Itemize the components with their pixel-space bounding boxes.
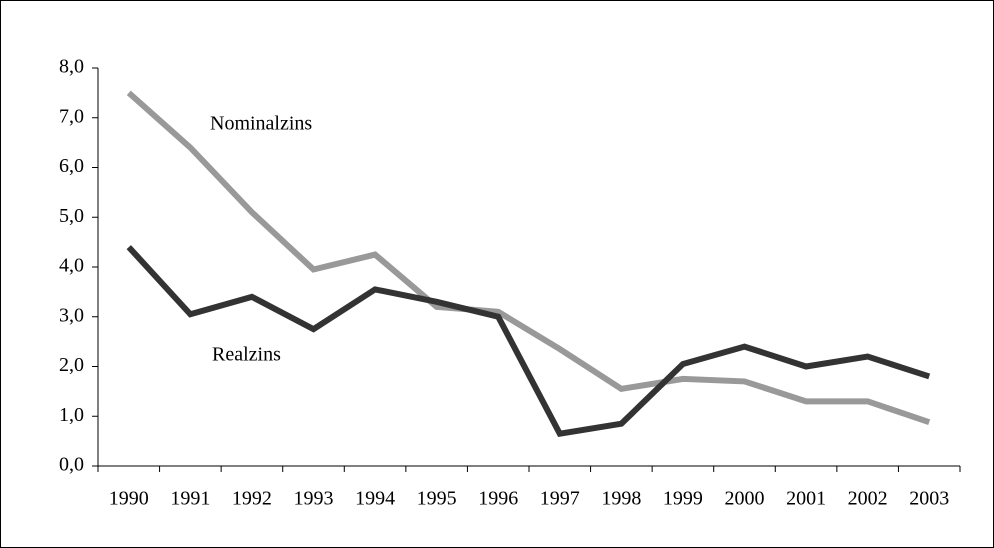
x-tick-label: 1990 xyxy=(109,488,149,510)
y-tick-label: 0,0 xyxy=(59,454,84,476)
x-tick-label: 2001 xyxy=(786,488,826,510)
x-tick-label: 1999 xyxy=(663,488,703,510)
x-tick-label: 1996 xyxy=(478,488,518,510)
y-tick-label: 8,0 xyxy=(59,56,84,78)
x-tick-label: 1997 xyxy=(540,488,580,510)
x-tick-label: 1994 xyxy=(355,488,395,510)
x-tick-label: 1998 xyxy=(601,488,641,510)
x-tick-label: 2000 xyxy=(725,488,765,510)
x-tick-label: 1992 xyxy=(232,488,272,510)
series-annotation: Realzins xyxy=(212,344,281,366)
x-tick-label: 1993 xyxy=(294,488,334,510)
line-series xyxy=(126,90,931,426)
line-series xyxy=(126,245,931,437)
y-tick-label: 3,0 xyxy=(59,304,84,326)
y-tick-label: 5,0 xyxy=(59,205,84,227)
y-tick-label: 1,0 xyxy=(59,404,84,426)
y-tick-label: 2,0 xyxy=(59,354,84,376)
x-tick-label: 2002 xyxy=(848,488,888,510)
series-annotation: Nominalzins xyxy=(210,113,312,135)
y-tick-label: 6,0 xyxy=(59,155,84,177)
y-tick-label: 7,0 xyxy=(59,105,84,127)
x-tick-label: 2003 xyxy=(909,488,949,510)
x-tick-label: 1991 xyxy=(170,488,210,510)
x-tick-label: 1995 xyxy=(417,488,457,510)
y-tick-label: 4,0 xyxy=(59,255,84,277)
